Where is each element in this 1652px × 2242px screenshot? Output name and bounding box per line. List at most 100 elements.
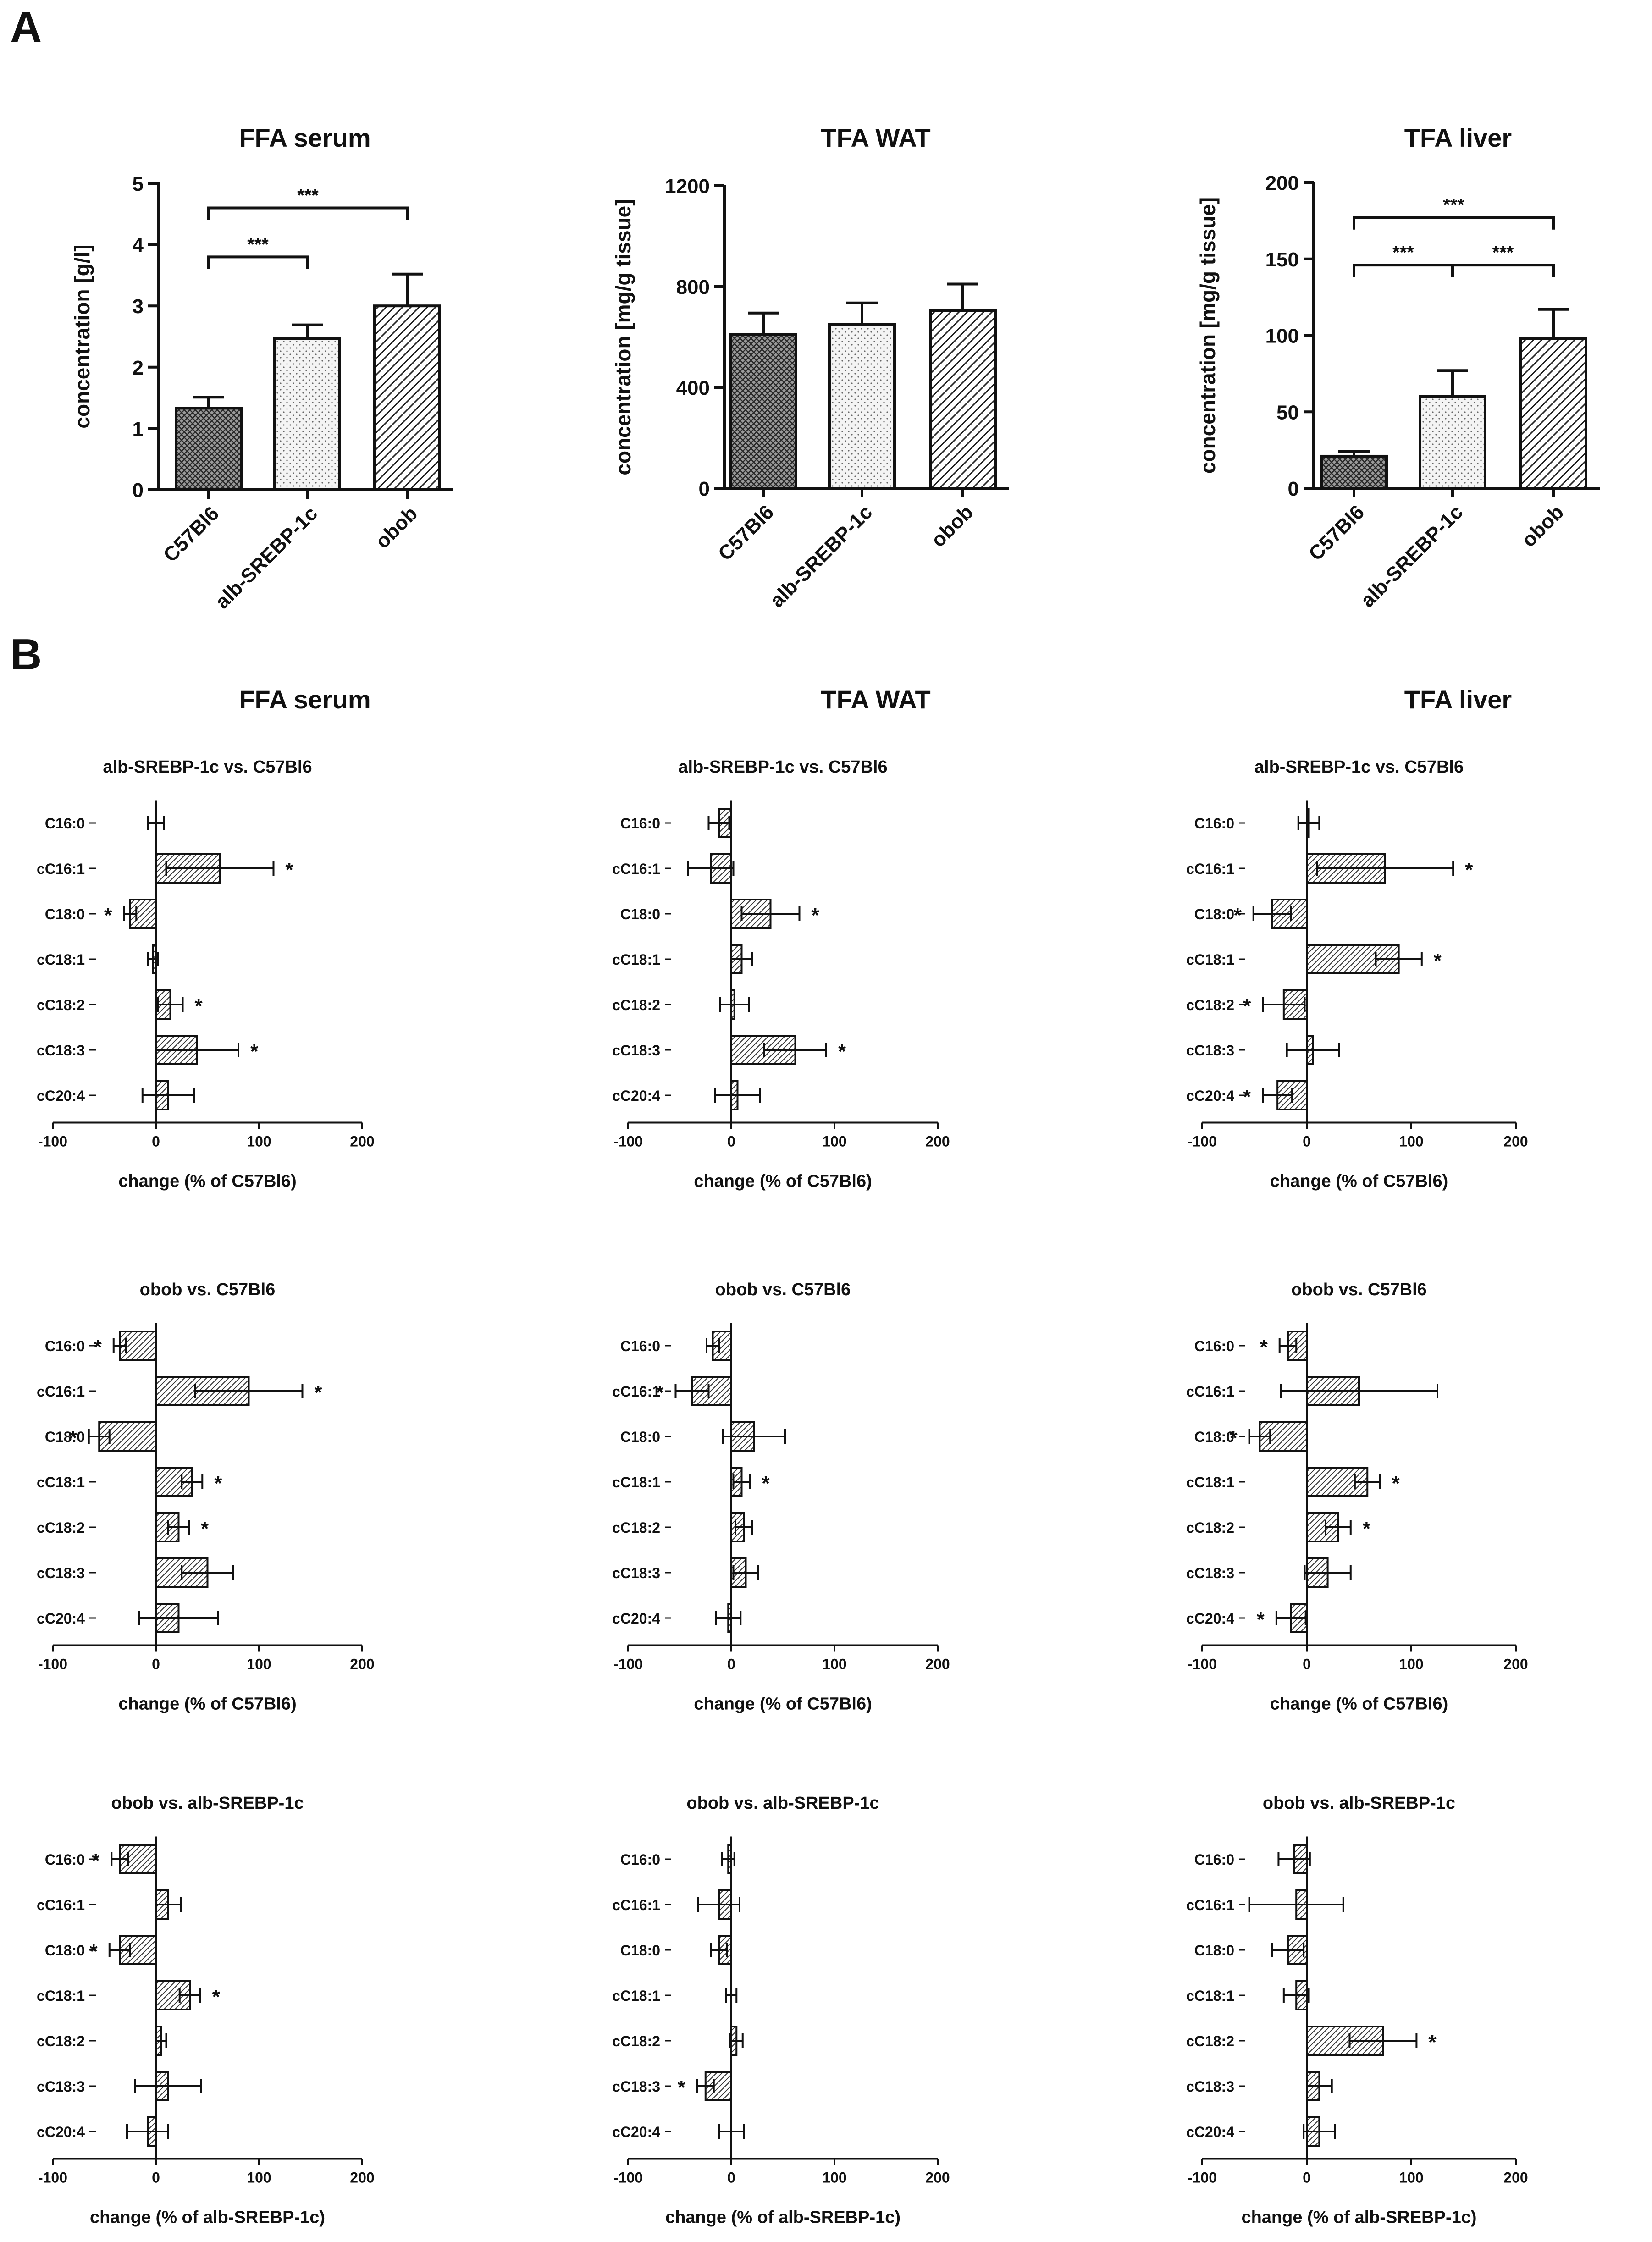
significance-star: * xyxy=(104,904,112,927)
significance-label: *** xyxy=(1443,195,1464,215)
significance-star: * xyxy=(1434,950,1442,972)
category-label: C18:0 xyxy=(1194,906,1234,922)
y-tick-label: 50 xyxy=(1276,401,1299,424)
category-label: cC18:1 xyxy=(612,951,660,968)
x-tick-label: 200 xyxy=(350,2170,374,2186)
x-tick-label: alb-SREBP-1c xyxy=(1356,501,1467,612)
category-label: cC20:4 xyxy=(37,1088,85,1104)
x-tick-label: 100 xyxy=(822,1133,846,1150)
column-title-tfa-wat: TFA WAT xyxy=(821,685,931,714)
category-label: cC18:2 xyxy=(1186,1519,1234,1536)
category-label: cC18:3 xyxy=(1186,2078,1234,2095)
x-tick-label: -100 xyxy=(38,2170,67,2186)
category-label: cC18:1 xyxy=(612,1988,660,2004)
category-label: C18:0 xyxy=(1194,1429,1234,1445)
bar xyxy=(119,1331,157,1361)
x-tick-label: -100 xyxy=(613,2170,643,2186)
y-tick-label: 1200 xyxy=(665,175,710,198)
significance-star: * xyxy=(92,1850,100,1872)
significance-bracket xyxy=(1353,264,1454,277)
category-label: cC20:4 xyxy=(1186,2124,1234,2140)
chart-title: obob vs. alb-SREBP-1c xyxy=(111,1794,304,1813)
significance-bracket xyxy=(207,206,409,220)
x-tick-label: alb-SREBP-1c xyxy=(211,502,322,613)
x-tick-label: 100 xyxy=(1399,2170,1423,2186)
x-tick-label: 0 xyxy=(1303,1133,1311,1150)
significance-star: * xyxy=(1465,859,1473,881)
category-label: C16:0 xyxy=(620,1338,660,1354)
significance-star: * xyxy=(195,995,203,1017)
bar xyxy=(929,309,997,490)
chart-b-4: obob vs. C57Bl6 -100 0 100 200 change (% of C… xyxy=(37,1280,375,1714)
x-tick-label: 0 xyxy=(1303,2170,1311,2186)
significance-star: * xyxy=(315,1381,323,1404)
y-tick-label: 5 xyxy=(133,173,144,195)
x-tick-label: 200 xyxy=(1503,2170,1528,2186)
y-axis-label: concentration [mg/g tissue] xyxy=(1196,197,1220,474)
category-label: cC16:1 xyxy=(1186,1897,1234,1913)
category-label: cC20:4 xyxy=(37,2124,85,2140)
x-tick-label: 200 xyxy=(925,2170,950,2186)
significance-star: * xyxy=(1363,1518,1371,1540)
category-label: cC18:2 xyxy=(612,2033,660,2049)
x-tick-label: obob xyxy=(1517,501,1568,552)
significance-label: *** xyxy=(1392,243,1414,263)
significance-label: *** xyxy=(297,185,319,205)
significance-star: * xyxy=(250,1040,259,1063)
category-label: cC18:2 xyxy=(1186,2033,1234,2049)
category-label: cC20:4 xyxy=(37,1610,85,1627)
chart-title: FFA serum xyxy=(239,123,370,152)
category-label: cC18:1 xyxy=(1186,1474,1234,1491)
significance-star: * xyxy=(1243,1086,1251,1108)
x-tick-label: 100 xyxy=(1399,1133,1423,1150)
x-axis-label: change (% of C57Bl6) xyxy=(1270,1695,1448,1714)
category-label: cC18:2 xyxy=(37,2033,85,2049)
category-label: cC16:1 xyxy=(612,1383,660,1400)
chart-b-1: alb-SREBP-1c vs. C57Bl6 -100 0 100 200 change… xyxy=(37,757,375,1191)
category-label: cC18:2 xyxy=(1186,997,1234,1013)
x-tick-label: 0 xyxy=(727,1656,735,1673)
category-label: cC16:1 xyxy=(37,1383,85,1400)
category-label: C18:0 xyxy=(45,1429,85,1445)
y-axis-label: concentration [mg/g tissue] xyxy=(611,199,635,475)
significance-star: * xyxy=(656,1381,664,1404)
chart-a-2: TFA WAT concentration [mg/g tissue] 0 400 80… xyxy=(611,123,1009,612)
category-label: C16:0 xyxy=(1194,1338,1234,1354)
x-axis-label: change (% of C57Bl6) xyxy=(118,1695,297,1714)
significance-bracket xyxy=(207,255,309,269)
bar xyxy=(828,323,896,490)
category-label: cC18:3 xyxy=(612,2078,660,2095)
chart-b-3: alb-SREBP-1c vs. C57Bl6 -100 0 100 200 change… xyxy=(1186,757,1528,1191)
x-tick-label: 200 xyxy=(1503,1656,1528,1673)
category-label: cC18:2 xyxy=(37,997,85,1013)
x-tick-label: 100 xyxy=(247,1133,271,1150)
category-label: C18:0 xyxy=(620,1429,660,1445)
category-label: cC18:3 xyxy=(612,1565,660,1581)
category-label: C18:0 xyxy=(1194,1942,1234,1959)
bar xyxy=(1320,454,1388,490)
column-title-ffa-serum: FFA serum xyxy=(239,685,370,714)
x-tick-label: 200 xyxy=(350,1133,374,1150)
x-tick-label: 100 xyxy=(247,2170,271,2186)
category-label: cC18:3 xyxy=(37,1042,85,1059)
x-tick-label: 100 xyxy=(247,1656,271,1673)
x-tick-label: C57Bl6 xyxy=(714,501,778,565)
x-tick-label: 0 xyxy=(152,2170,160,2186)
y-tick-label: 3 xyxy=(133,295,144,318)
significance-star: * xyxy=(812,904,820,927)
y-tick-label: 2 xyxy=(133,357,144,379)
category-label: cC18:2 xyxy=(37,1519,85,1536)
category-label: cC18:3 xyxy=(612,1042,660,1059)
category-label: cC18:3 xyxy=(37,1565,85,1581)
chart-a-3: TFA liver concentration [mg/g tissue] 0 50 1… xyxy=(1196,123,1600,612)
chart-title: alb-SREBP-1c vs. C57Bl6 xyxy=(678,757,887,777)
significance-bracket xyxy=(1353,216,1555,230)
significance-star: * xyxy=(212,1986,221,2008)
x-tick-label: C57Bl6 xyxy=(159,502,223,566)
significance-star: * xyxy=(201,1518,209,1540)
category-label: cC20:4 xyxy=(1186,1088,1234,1104)
category-label: C16:0 xyxy=(45,1338,85,1354)
bar xyxy=(1519,337,1587,490)
chart-title: obob vs. C57Bl6 xyxy=(1291,1280,1427,1299)
significance-star: * xyxy=(1260,1336,1268,1358)
